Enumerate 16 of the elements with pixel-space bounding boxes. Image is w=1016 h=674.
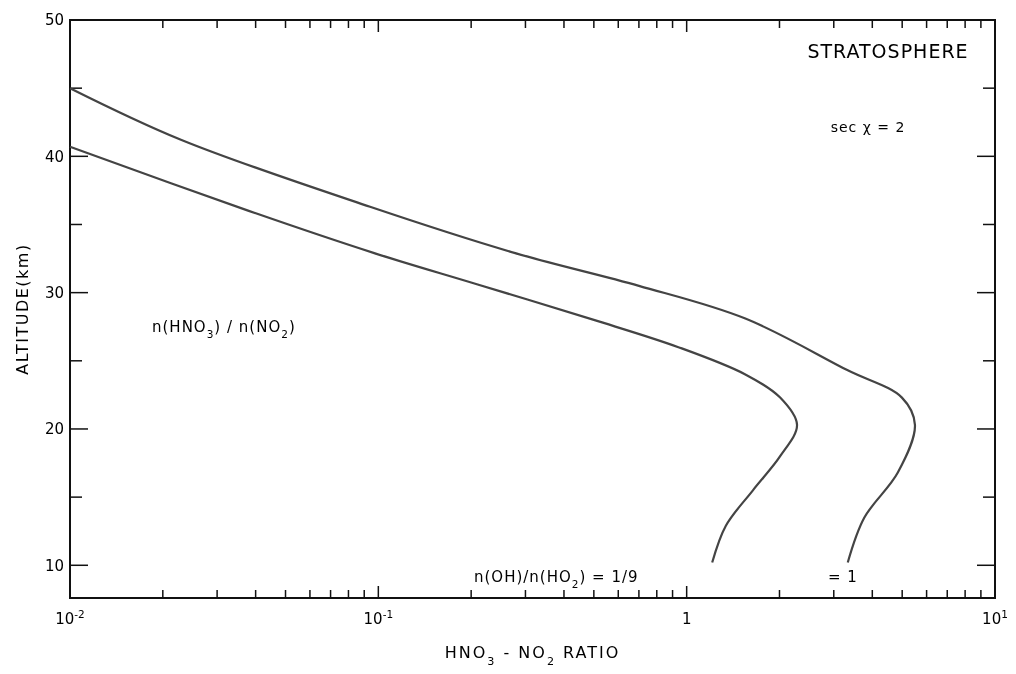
y-tick-label: 10 <box>44 556 64 575</box>
x-axis-title: HNO$_{3}$ - NO$_{2}$ RATIO <box>444 643 621 668</box>
y-axis-title: ALTITUDE(km) <box>13 243 32 375</box>
annotation: n(OH)/n(HO$_{2}$) = 1/9 <box>474 568 639 590</box>
annotation: = 1 <box>828 568 858 586</box>
x-tick-label: 10$^{-2}$ <box>55 608 85 628</box>
x-tick-label: 1 <box>681 610 692 628</box>
x-tick-label: 10$^{1}$ <box>982 608 1008 628</box>
y-tick-label: 40 <box>44 147 64 166</box>
y-tick-label: 20 <box>44 420 64 439</box>
annotation: n(HNO$_{3}$) / n(NO$_{2}$) <box>152 318 296 340</box>
y-tick-label: 50 <box>44 11 64 30</box>
x-tick-label: 10$^{-1}$ <box>363 608 394 628</box>
annotation: sec χ = 2 <box>830 119 906 135</box>
annotation: STRATOSPHERE <box>807 40 969 62</box>
y-tick-label: 30 <box>44 283 64 302</box>
